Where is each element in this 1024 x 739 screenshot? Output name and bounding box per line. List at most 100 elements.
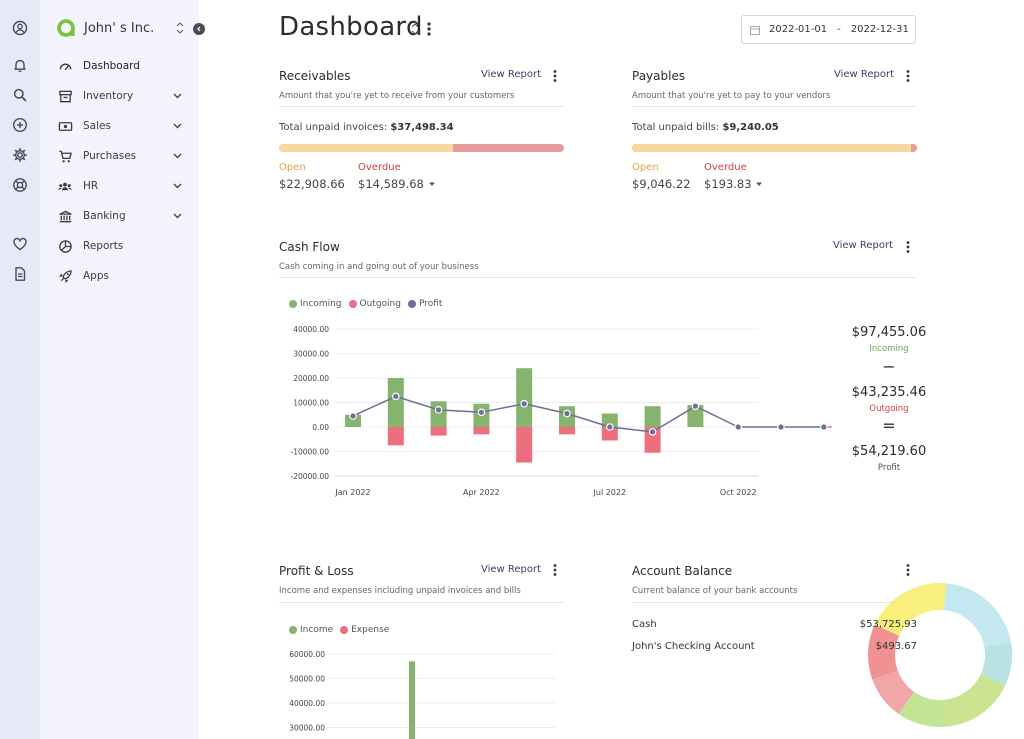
receivables-view-report-link[interactable]: View Report — [481, 69, 542, 80]
overdue-amount[interactable]: $193.83 — [704, 177, 763, 191]
overdue-amount[interactable]: $14,589.68 — [358, 177, 436, 191]
more-vertical-icon[interactable] — [906, 69, 910, 83]
sidebar-item-hr[interactable]: HR — [56, 176, 192, 196]
chevron-up-down-icon[interactable] — [175, 21, 185, 35]
chevron-down-icon[interactable] — [172, 180, 183, 191]
y-tick-label: 60000.00 — [289, 650, 325, 659]
x-tick-label: Jan 2022 — [334, 488, 370, 497]
legend-profit[interactable]: Profit — [407, 299, 443, 309]
bell-icon[interactable] — [11, 56, 29, 74]
receivables-subtitle: Amount that you're yet to receive from y… — [279, 91, 515, 101]
help-lifebuoy-icon[interactable] — [11, 176, 29, 194]
y-tick-label: 10000.00 — [293, 399, 329, 408]
legend-outgoing[interactable]: Outgoing — [348, 299, 401, 309]
cashflow-legend: Incoming Outgoing Profit — [289, 299, 449, 309]
chevron-down-icon[interactable] — [172, 120, 183, 131]
y-tick-label: 40000.00 — [293, 325, 329, 334]
incoming-bar — [601, 413, 618, 427]
profit-point — [734, 423, 743, 431]
sidebar-item-dashboard[interactable]: Dashboard — [56, 56, 192, 76]
outgoing-bar — [559, 427, 575, 435]
sidebar-item-label: Dashboard — [83, 60, 140, 72]
sidebar-item-purchases[interactable]: Purchases — [56, 146, 192, 166]
archive-icon — [56, 87, 74, 105]
legend-label: Outgoing — [359, 299, 401, 309]
gear-icon[interactable] — [11, 146, 29, 164]
outgoing-bar — [473, 427, 490, 435]
people-icon — [56, 177, 74, 195]
summary-outgoing-label: Outgoing — [869, 404, 909, 414]
chevron-down-icon[interactable] — [172, 90, 183, 101]
heart-icon[interactable] — [11, 235, 29, 253]
date-range-picker[interactable]: 2022-01-01 - 2022-12-31 — [741, 15, 916, 44]
sidebar-item-label: Purchases — [83, 150, 137, 162]
cashflow-view-report-link[interactable]: View Report — [833, 240, 894, 251]
caret-down-icon[interactable] — [755, 180, 763, 188]
more-vertical-icon[interactable] — [906, 563, 910, 577]
outgoing-bar — [644, 427, 661, 453]
company-logo-icon — [57, 19, 75, 37]
summary-profit-label: Profit — [877, 463, 901, 473]
open-fill — [632, 144, 911, 152]
overdue-label: Overdue — [358, 162, 401, 173]
payables-title: Payables — [632, 69, 686, 83]
sidebar-item-label: Apps — [83, 270, 109, 282]
sidebar-item-inventory[interactable]: Inventory — [56, 86, 192, 106]
divider — [632, 106, 917, 107]
user-circle-icon[interactable] — [11, 19, 29, 37]
rocket-icon — [56, 267, 74, 285]
receivables-total: Total unpaid invoices: $37,498.34 — [279, 122, 454, 133]
sidebar-item-label: Sales — [83, 120, 111, 132]
chevron-up-down-icon[interactable] — [410, 21, 420, 37]
legend-expense[interactable]: Expense — [340, 625, 389, 635]
legend-income[interactable]: Income — [289, 625, 333, 635]
chevron-down-icon[interactable] — [172, 150, 183, 161]
collapse-sidebar-icon[interactable] — [193, 23, 205, 35]
dashboard-icon — [56, 57, 74, 75]
payables-view-report-link[interactable]: View Report — [834, 69, 895, 80]
search-icon[interactable] — [11, 86, 29, 104]
incoming-bar — [387, 378, 404, 427]
x-tick-label: Oct 2022 — [720, 488, 757, 497]
main-content: Dashboard 2022-01-01 - 2022-12-31 Receiv… — [199, 0, 1024, 739]
legend-label: Incoming — [300, 299, 342, 309]
summary-incoming-value: $97,455.06 — [851, 325, 927, 340]
cashflow-chart: 40000.00 30000.00 20000.00 10000.00 0.00 -100… — [291, 325, 832, 497]
caret-down-icon[interactable] — [428, 180, 436, 188]
profit-point — [648, 428, 657, 436]
legend-incoming[interactable]: Incoming — [289, 299, 342, 309]
company-name: John' s Inc. — [84, 20, 155, 36]
chevron-down-icon[interactable] — [172, 210, 183, 221]
sidebar-item-sales[interactable]: Sales — [56, 116, 192, 136]
more-vertical-icon[interactable] — [427, 21, 431, 37]
incoming-bar — [430, 401, 447, 427]
more-vertical-icon[interactable] — [553, 69, 557, 83]
more-vertical-icon[interactable] — [553, 563, 557, 577]
overdue-value: $193.83 — [704, 177, 752, 191]
more-vertical-icon[interactable] — [906, 240, 910, 254]
total-label: Total unpaid bills: — [632, 122, 723, 133]
donut-slice — [943, 674, 1006, 727]
bank-icon — [56, 207, 74, 225]
legend-label: Profit — [418, 299, 443, 309]
payables-progress-bar — [632, 144, 917, 152]
open-amount: $22,908.66 — [279, 177, 345, 191]
date-from[interactable]: 2022-01-01 — [769, 24, 828, 35]
profit-loss-view-report-link[interactable]: View Report — [481, 564, 542, 575]
sidebar-item-apps[interactable]: Apps — [56, 266, 192, 286]
icon-rail — [0, 0, 40, 739]
total-value: $9,240.05 — [722, 122, 779, 133]
company-switcher[interactable]: John' s Inc. — [56, 18, 205, 38]
sidebar-item-reports[interactable]: Reports — [56, 236, 192, 256]
document-icon[interactable] — [11, 265, 29, 283]
title-tools — [410, 21, 431, 37]
receivables-progress-bar — [279, 144, 564, 152]
outgoing-bar — [601, 427, 618, 441]
plus-circle-icon[interactable] — [11, 116, 29, 134]
sidebar-item-label: HR — [83, 180, 99, 192]
sidebar-item-banking[interactable]: Banking — [56, 206, 192, 226]
donut-slice — [898, 691, 947, 727]
incoming-bar — [687, 404, 704, 427]
date-to[interactable]: 2022-12-31 — [850, 24, 909, 35]
profit-point — [434, 406, 443, 414]
